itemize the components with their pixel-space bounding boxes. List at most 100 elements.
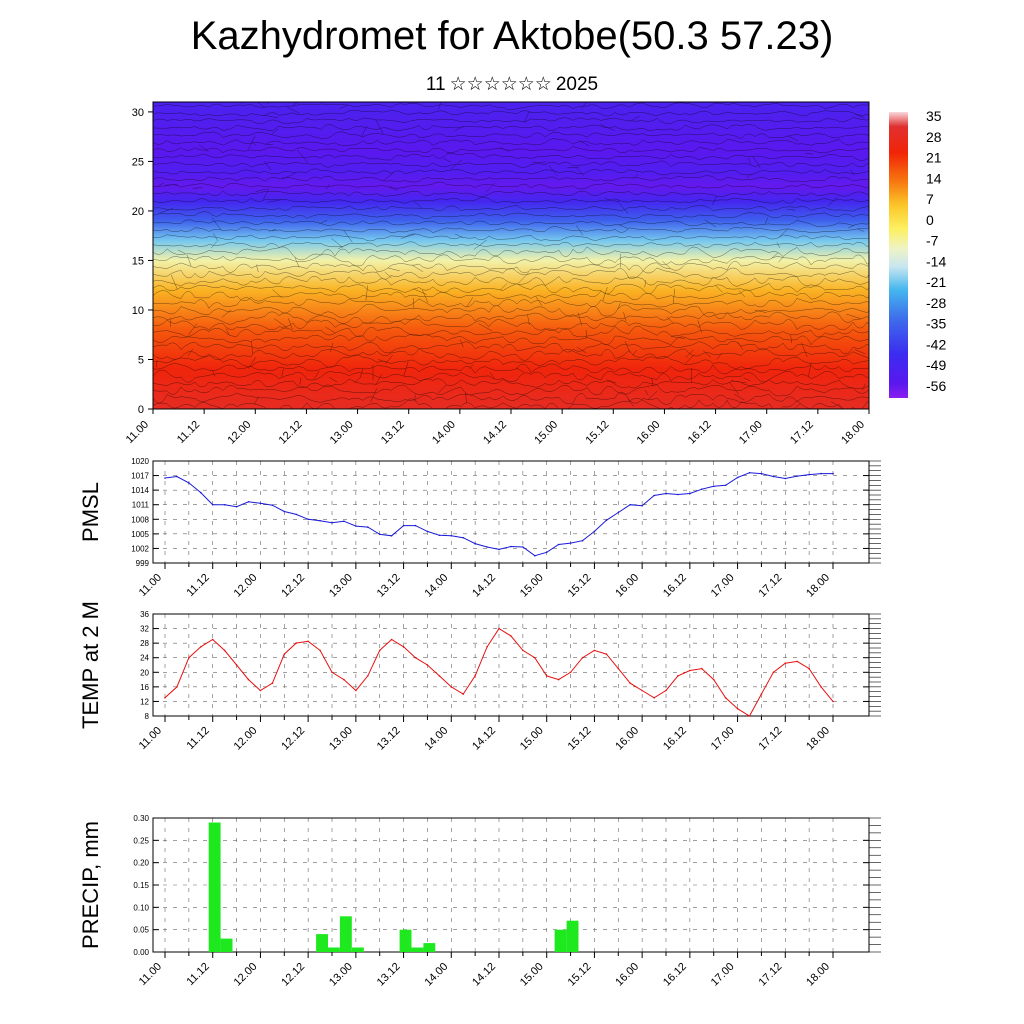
precip-bar (423, 943, 436, 952)
precip-bar (220, 938, 233, 952)
x-tick-label: 14.12 (470, 725, 498, 753)
data-point (796, 660, 798, 663)
x-tick-label: 15.00 (518, 572, 546, 600)
data-point (295, 642, 298, 644)
data-point (665, 492, 667, 495)
x-tick-label: 16.12 (661, 725, 689, 753)
data-point (534, 554, 536, 557)
x-tick-label: 12.00 (232, 572, 260, 600)
data-point (367, 526, 369, 528)
x-tick-label: 16.00 (613, 961, 641, 989)
colorbar-ramp (889, 112, 908, 398)
data-point (522, 546, 524, 548)
data-point (510, 635, 512, 637)
colorbar-label: 28 (926, 129, 942, 145)
grid (153, 613, 869, 717)
x-tick-label: 15.12 (566, 572, 594, 600)
data-point (211, 638, 214, 641)
heatmap-x-tick-label: 14.12 (481, 419, 509, 447)
data-point (438, 675, 441, 677)
x-tick-label: 17.00 (709, 725, 737, 753)
x-tick-label: 16.12 (661, 572, 689, 600)
data-point (426, 530, 429, 533)
data-point (772, 475, 775, 478)
heatmap-panel: 0 5 10 15 20 25 30 11.00 11.12 12.00 12.12 13.00 13.… (124, 101, 870, 447)
data-point (367, 675, 369, 677)
heatmap-x-tick-label: 13.00 (328, 419, 356, 447)
heatmap-x-tick-label: 18.00 (839, 419, 867, 447)
data-point (701, 488, 703, 491)
data-point (677, 675, 679, 677)
heatmap-x-tick-label: 14.00 (430, 419, 458, 447)
colorbar-label: 14 (926, 170, 942, 186)
x-tick-label: 12.12 (279, 572, 307, 600)
data-point (820, 472, 822, 475)
data-point (557, 543, 560, 546)
data-point (223, 649, 226, 652)
data-point (498, 548, 500, 551)
colorbar-label: 0 (926, 212, 934, 228)
data-point (343, 520, 345, 522)
y-tick-label: 0.00 (133, 948, 149, 957)
x-tick-label: 11.00 (137, 572, 164, 599)
data-point (402, 524, 405, 527)
y-tick-label: 1020 (131, 457, 149, 466)
y-tick-label: 0.10 (133, 903, 149, 912)
data-point (247, 501, 250, 503)
x-tick-label: 14.00 (422, 725, 450, 753)
heatmap-y-tick-label: 0 (138, 404, 144, 416)
data-point (808, 473, 810, 476)
x-tick-label: 14.00 (422, 961, 450, 989)
data-point (724, 697, 727, 699)
heatmap-x-tick-label: 17.00 (737, 419, 765, 447)
x-tick-label: 14.12 (470, 572, 498, 600)
data-point (355, 525, 357, 527)
data-point (390, 638, 393, 641)
y-tick-label: 32 (140, 625, 149, 634)
data-point (426, 664, 429, 666)
chart-title: Kazhydromet for Aktobe(50.3 57.23) (190, 14, 834, 58)
colorbar-label: -56 (926, 378, 946, 394)
data-point (569, 671, 572, 674)
chart-subtitle: 11 ☆☆☆☆☆☆ 2025 (0, 73, 1024, 96)
heatmap-y-tick-label: 10 (132, 305, 144, 317)
colorbar-label: -14 (926, 253, 946, 269)
data-point (593, 649, 596, 652)
y-tick-label: 36 (140, 610, 149, 619)
data-point (545, 551, 548, 554)
data-point (617, 511, 620, 514)
y-tick-label: 1005 (131, 530, 149, 539)
y-tick-label: 24 (140, 654, 149, 663)
x-tick-label: 11.12 (184, 572, 211, 599)
subtitle-month: ☆☆☆☆☆☆ (449, 74, 552, 95)
data-point (653, 697, 655, 699)
y-tick-label: 0.15 (133, 881, 149, 890)
precip-bar (339, 916, 352, 952)
data-point (534, 656, 536, 659)
data-point (641, 689, 643, 692)
y-tick-label: 16 (140, 683, 149, 692)
data-point (462, 693, 465, 695)
x-tick-label: 15.00 (518, 725, 546, 753)
data-point (748, 715, 751, 717)
x-tick-label: 18.00 (804, 725, 832, 753)
subtitle-year: 2025 (555, 74, 599, 95)
y-axis-title: TEMP at 2 M (78, 601, 103, 729)
colorbar-label: 7 (926, 191, 934, 207)
precip-bar (554, 929, 567, 952)
x-tick-label: 13.12 (375, 961, 403, 989)
data-point (701, 667, 703, 670)
x-tick-label: 13.00 (327, 725, 355, 753)
data-point (474, 675, 476, 677)
y-tick-label: 8 (145, 712, 150, 721)
x-tick-label: 16.12 (661, 961, 689, 989)
data-point (522, 649, 524, 652)
data-point (748, 471, 751, 474)
data-point (259, 502, 262, 505)
x-tick-label: 16.00 (613, 572, 641, 600)
x-tick-label: 14.12 (470, 961, 498, 989)
data-point (307, 640, 309, 643)
data-point (200, 646, 202, 648)
data-point (235, 505, 238, 508)
